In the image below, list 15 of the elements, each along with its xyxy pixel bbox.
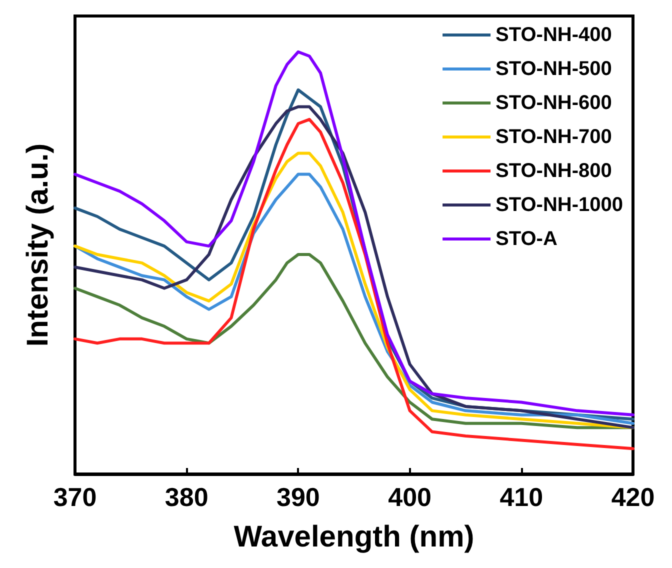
legend-label: STO-NH-400 [496,24,612,46]
x-tick-label: 400 [388,482,432,512]
legend-label: STO-NH-600 [496,92,612,114]
x-tick-label: 370 [53,482,97,512]
y-axis-title: Intensity (a.u.) [22,143,54,347]
x-tick-label: 390 [276,482,320,512]
x-tick-label: 420 [611,482,655,512]
legend-label: STO-NH-700 [496,126,612,148]
legend-label: STO-NH-800 [496,160,612,182]
x-tick-label: 410 [500,482,544,512]
x-axis-title: Wavelength (nm) [234,520,474,554]
legend-label: STO-A [496,228,558,250]
legend-label: STO-NH-1000 [496,194,623,216]
legend-label: STO-NH-500 [496,58,612,80]
x-tick-label: 380 [164,482,208,512]
